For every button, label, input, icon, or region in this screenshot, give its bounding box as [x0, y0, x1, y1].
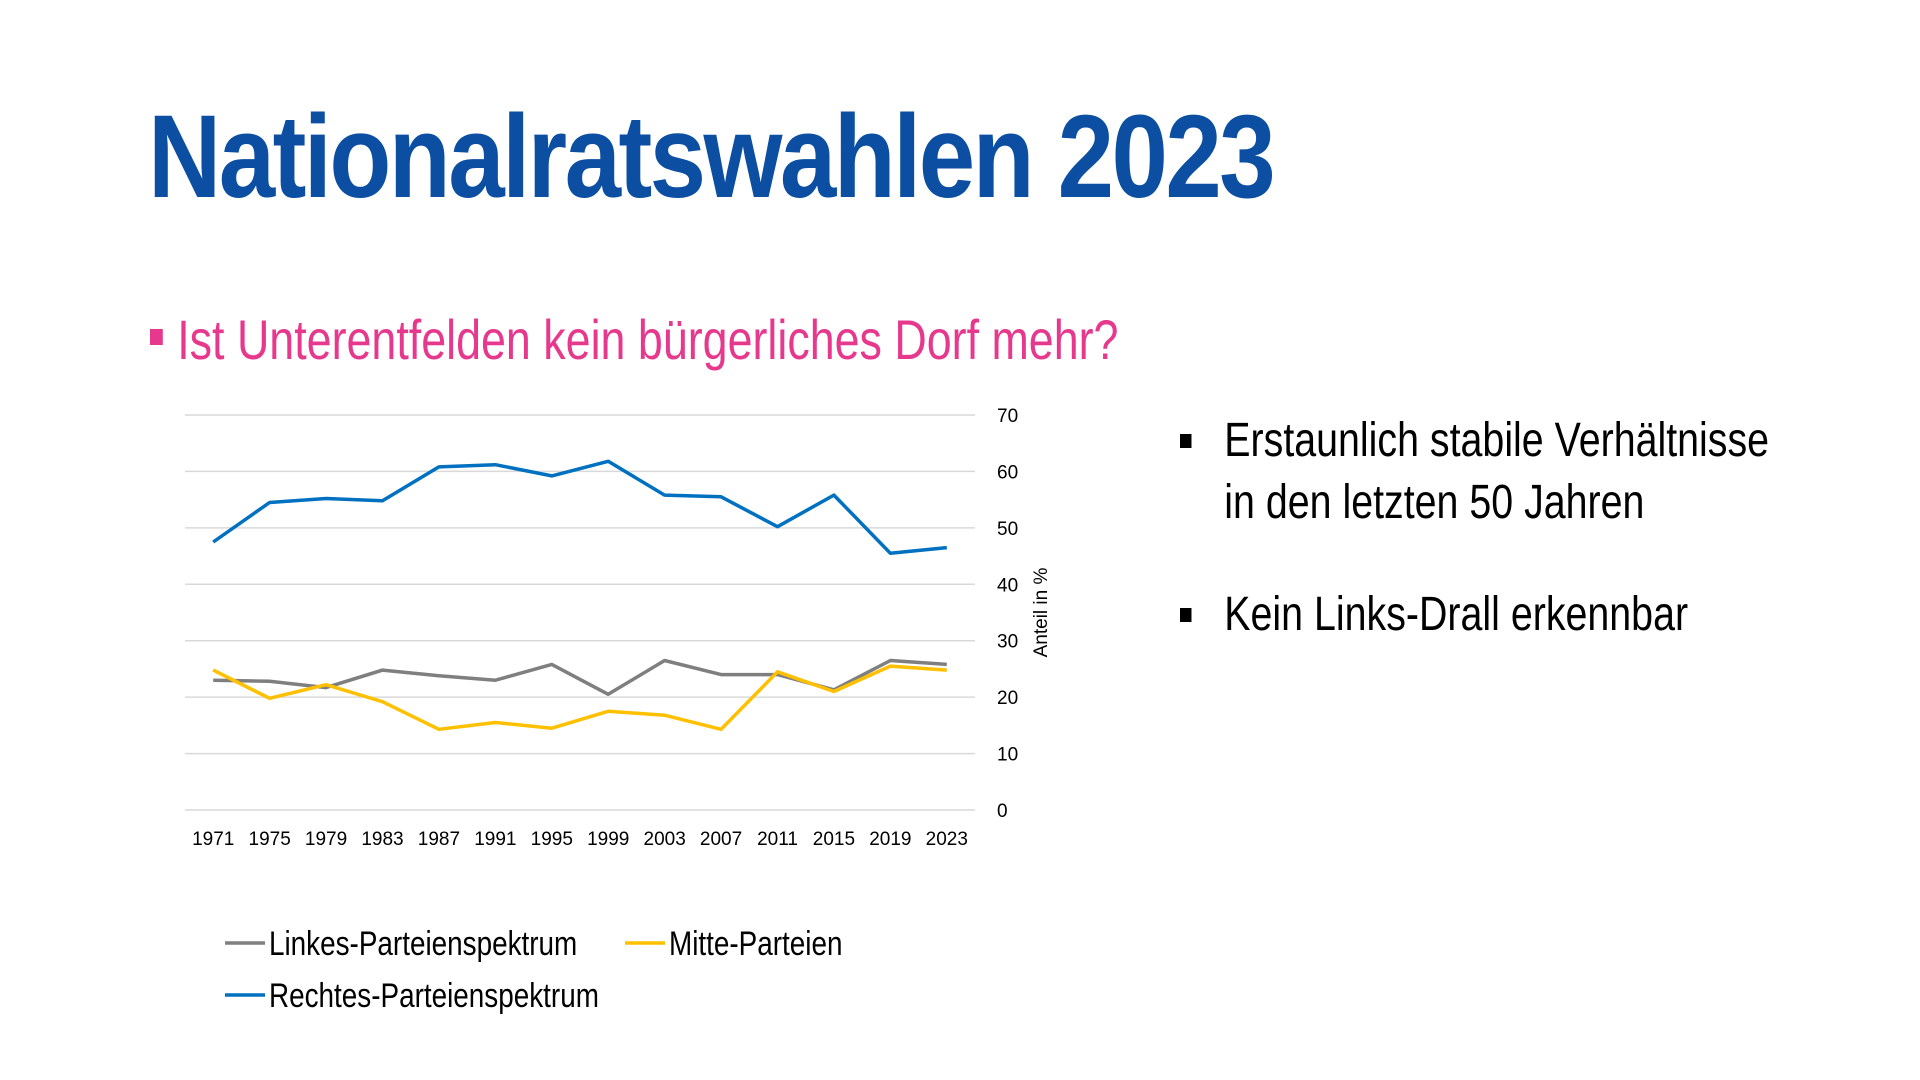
- y-tick-label: 20: [997, 688, 1018, 709]
- x-tick-label: 1987: [418, 829, 460, 850]
- x-tick-label: 2015: [813, 829, 855, 850]
- x-tick-label: 2019: [869, 829, 911, 850]
- series-line-rechtes-parteienspektrum: [212, 459, 947, 556]
- bullet-text-no-left-drift: Kein Links-Drall erkennbar: [1224, 588, 1689, 641]
- bullet-item-no-left-drift: Kein Links-Drall erkennbar: [1180, 584, 1769, 646]
- line-chart: 0 10 20 30 40 50 60 70 Anteil in % 1971 1975 1979 19…: [185, 406, 1050, 1015]
- y-tick-label: 30: [997, 632, 1018, 653]
- y-tick-label: 40: [997, 575, 1018, 596]
- legend-label: Rechtes-Parteienspektrum: [269, 976, 599, 1014]
- chart-container: 0 10 20 30 40 50 60 70 Anteil in % 1971 1975 1979 19…: [150, 395, 1050, 1015]
- x-tick-label: 1999: [587, 829, 629, 850]
- x-tick-label: 1971: [192, 829, 234, 850]
- y-tick-label: 60: [997, 462, 1018, 483]
- legend-label: Mitte-Parteien: [669, 924, 842, 962]
- x-tick-label: 1995: [531, 829, 573, 850]
- x-tick-label: 1975: [249, 829, 291, 850]
- x-tick-label: 1979: [305, 829, 347, 850]
- bullet-item-stable: Erstaunlich stabile Verhältnisse in den l…: [1180, 410, 1769, 534]
- bullet-list: Erstaunlich stabile Verhältnisse in den l…: [1180, 410, 1898, 696]
- x-tick-label: 1991: [474, 829, 516, 850]
- y-tick-label: 0: [997, 801, 1008, 822]
- slide-title: Nationalratswahlen 2023: [148, 91, 1276, 223]
- subtitle-text: Ist Unterentfelden kein bürgerliches Dor…: [177, 308, 1119, 371]
- bullet-square-icon: [150, 329, 163, 345]
- x-tick-label: 1983: [361, 829, 403, 850]
- y-tick-label: 70: [997, 406, 1018, 427]
- y-axis-label: Anteil in %: [1031, 568, 1050, 658]
- bullet-square-icon: [1180, 434, 1192, 448]
- x-tick-label: 2003: [644, 829, 686, 850]
- y-tick-label: 10: [997, 745, 1018, 766]
- y-tick-label: 50: [997, 519, 1018, 540]
- slide-subtitle: Ist Unterentfelden kein bürgerliches Dor…: [150, 312, 1118, 368]
- x-tick-label: 2007: [700, 829, 742, 850]
- series-line-mitte-parteien: [212, 664, 947, 732]
- x-tick-label: 2023: [926, 829, 968, 850]
- legend-label: Linkes-Parteienspektrum: [269, 924, 577, 962]
- bullet-square-icon: [1180, 608, 1192, 622]
- x-tick-label: 2011: [757, 829, 798, 850]
- bullet-text-stable: Erstaunlich stabile Verhältnisse in den l…: [1224, 414, 1770, 529]
